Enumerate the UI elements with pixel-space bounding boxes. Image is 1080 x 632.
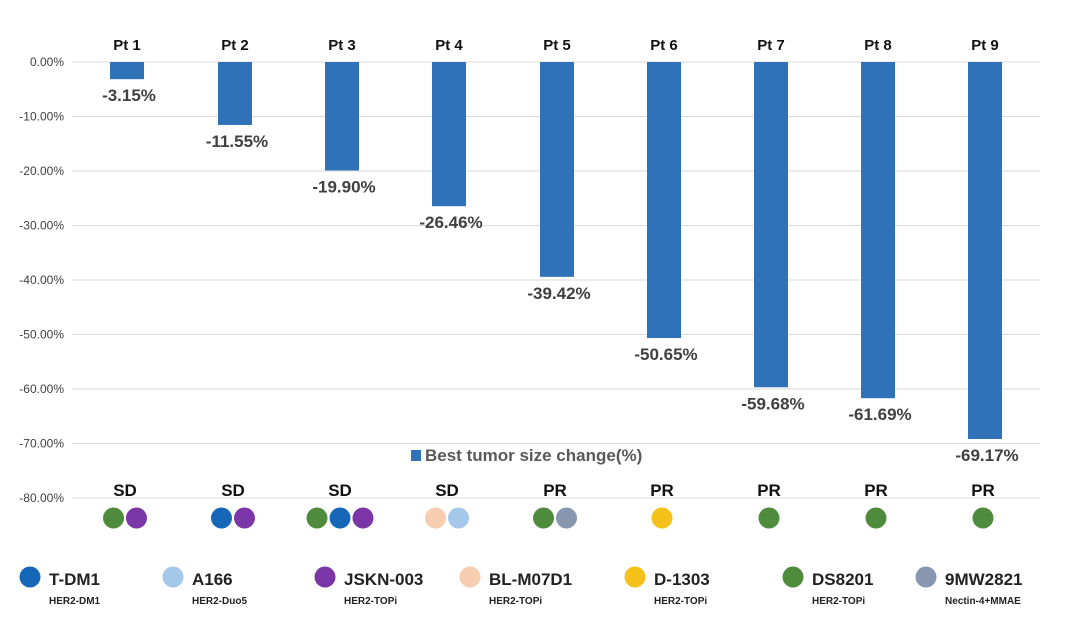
y-tick-label: -10.00% <box>19 110 64 124</box>
category-label: Pt 6 <box>650 37 678 54</box>
bar <box>110 62 144 80</box>
category-label: Pt 7 <box>757 37 785 54</box>
drug-legend-target: HER2-DM1 <box>49 596 101 607</box>
drug-dot-ds8201 <box>865 507 887 529</box>
drug-legend-name: BL-M07D1 <box>489 570 572 589</box>
data-label: -59.68% <box>741 394 804 413</box>
y-tick-label: -80.00% <box>19 491 64 505</box>
data-label: -11.55% <box>206 132 268 151</box>
data-label: -61.69% <box>848 405 911 424</box>
bar <box>647 62 681 339</box>
drug-dot-ds8201 <box>533 507 554 529</box>
y-tick-label: 0.00% <box>30 55 64 69</box>
drug-legend-target: HER2-TOPi <box>344 596 397 607</box>
category-label: Pt 5 <box>543 37 571 54</box>
y-tick-label: -30.00% <box>19 219 64 233</box>
drug-legend-dot <box>624 566 646 588</box>
drug-legend-name: T-DM1 <box>49 570 100 589</box>
drug-legend-target: HER2-TOPi <box>654 596 707 607</box>
drug-legend-name: A166 <box>192 570 233 589</box>
drug-legend-target: HER2-TOPi <box>812 596 865 607</box>
drug-dot-jskn-003 <box>126 507 147 529</box>
y-tick-label: -60.00% <box>19 382 64 396</box>
drug-dot-t-dm1 <box>329 507 351 529</box>
drug-legend-dot <box>314 566 336 588</box>
response-label: PR <box>864 481 888 500</box>
category-label: Pt 4 <box>435 37 463 54</box>
y-tick-label: -70.00% <box>19 437 64 451</box>
bar <box>540 62 574 277</box>
drug-dot-ds8201 <box>758 507 780 529</box>
bar <box>432 62 466 207</box>
data-label: -69.17% <box>955 446 1018 465</box>
y-tick-label: -20.00% <box>19 164 64 178</box>
drug-legend-dot <box>459 566 481 588</box>
drug-dot-t-dm1 <box>211 507 232 529</box>
category-label: Pt 3 <box>328 37 356 54</box>
response-label: SD <box>113 481 137 500</box>
drug-dot-d-1303 <box>651 507 673 529</box>
response-label: PR <box>543 481 567 500</box>
drug-legend-name: JSKN-003 <box>344 570 423 589</box>
drug-legend-dot <box>162 566 184 588</box>
data-label: -39.42% <box>527 284 590 303</box>
category-label: Pt 9 <box>971 37 999 54</box>
drug-legend-target: HER2-Duo5 <box>192 596 247 607</box>
drug-dot-ds8201 <box>972 507 994 529</box>
drug-dot-ds8201 <box>103 507 124 529</box>
category-label: Pt 8 <box>864 37 892 54</box>
data-label: -26.46% <box>419 213 482 232</box>
bar <box>968 62 1002 439</box>
bar <box>325 62 359 171</box>
response-label: PR <box>757 481 781 500</box>
y-tick-label: -40.00% <box>19 273 64 287</box>
drug-dot-ds8201 <box>306 507 328 529</box>
drug-legend-dot <box>915 566 937 588</box>
response-label: SD <box>435 481 459 500</box>
drug-legend-dot <box>19 566 41 588</box>
drug-legend-target: HER2-TOPi <box>489 596 542 607</box>
drug-dot-bl-m07d1 <box>425 507 446 529</box>
drug-dot-9mw2821 <box>556 507 577 529</box>
data-label: -50.65% <box>634 345 697 364</box>
drug-legend-name: D-1303 <box>654 570 710 589</box>
category-label: Pt 2 <box>221 37 249 54</box>
drug-legend-target: Nectin-4+MMAE <box>945 596 1021 607</box>
response-label: PR <box>971 481 995 500</box>
y-tick-label: -50.00% <box>19 328 64 342</box>
drug-legend-dot <box>782 566 804 588</box>
legend-swatch <box>411 450 421 461</box>
data-label: -3.15% <box>102 86 156 105</box>
category-label: Pt 1 <box>113 37 141 54</box>
drug-dot-jskn-003 <box>352 507 374 529</box>
drug-legend-name: 9MW2821 <box>945 570 1022 589</box>
response-label: PR <box>650 481 674 500</box>
drug-legend-name: DS8201 <box>812 570 873 589</box>
bar <box>861 62 895 399</box>
legend-label: Best tumor size change(%) <box>425 446 642 465</box>
drug-dot-a166 <box>448 507 469 529</box>
response-label: SD <box>221 481 245 500</box>
bar <box>754 62 788 388</box>
drug-dot-jskn-003 <box>234 507 255 529</box>
response-label: SD <box>328 481 352 500</box>
data-label: -19.90% <box>312 177 375 196</box>
bar <box>218 62 252 125</box>
